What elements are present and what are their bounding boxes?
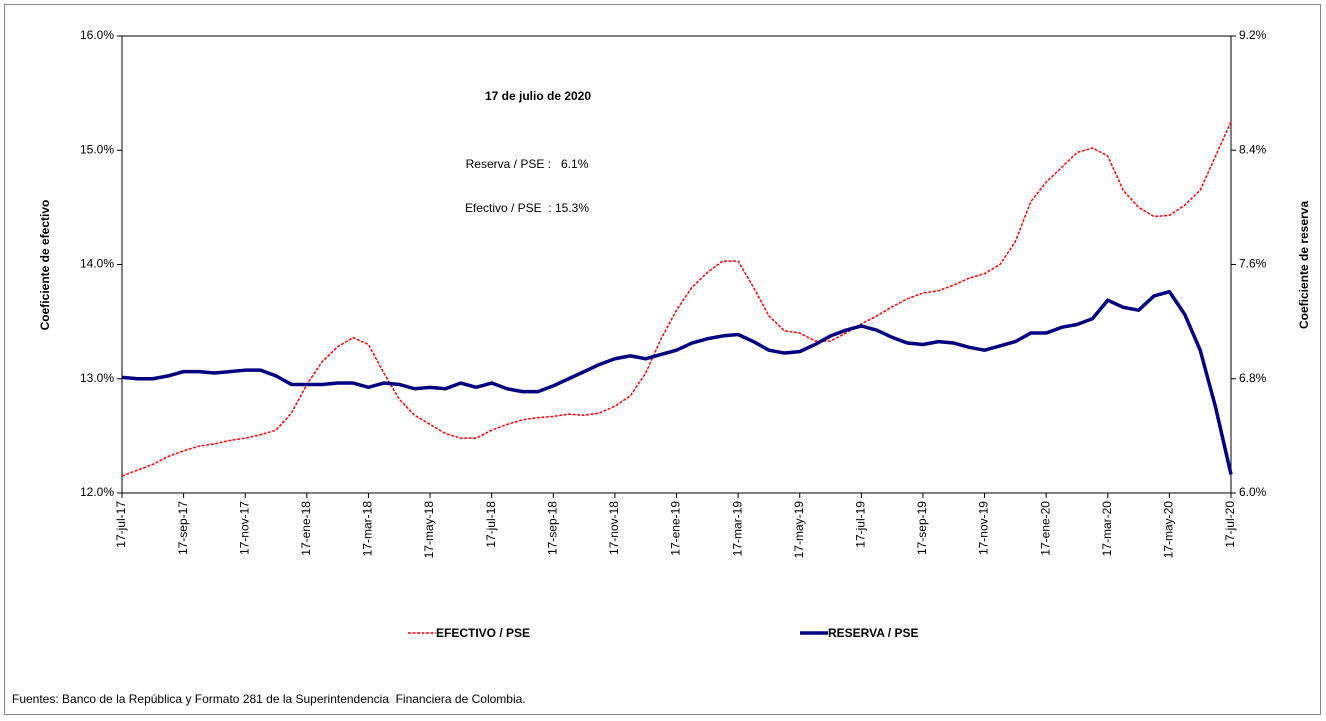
y2-tick-label: 6.8% bbox=[1239, 371, 1267, 385]
x-tick-label: 17-may-19 bbox=[792, 501, 806, 559]
x-tick-label: 17-jul-20 bbox=[1223, 501, 1237, 548]
legend-label: RESERVA / PSE bbox=[828, 626, 918, 640]
y2-tick-label: 6.0% bbox=[1239, 485, 1267, 499]
chart-border bbox=[4, 4, 1321, 715]
y-tick-label: 13.0% bbox=[80, 371, 114, 385]
y-tick-label: 12.0% bbox=[80, 485, 114, 499]
series-line bbox=[121, 289, 1233, 475]
y2-tick-label: 8.4% bbox=[1239, 142, 1267, 156]
annotation: Efectivo / PSE : 15.3% bbox=[465, 201, 589, 215]
source-note: Fuentes: Banco de la República y Formato… bbox=[12, 692, 526, 706]
x-tick-label: 17-mar-18 bbox=[361, 501, 375, 557]
y-tick-label: 16.0% bbox=[80, 28, 114, 42]
y-axis-label: Coeficiente de efectivo bbox=[38, 200, 52, 331]
x-tick-label: 17-nov-18 bbox=[607, 501, 621, 555]
x-tick-label: 17-mar-20 bbox=[1100, 501, 1114, 557]
y-tick-label: 15.0% bbox=[80, 142, 114, 156]
x-tick-label: 17-sep-19 bbox=[915, 501, 929, 555]
x-tick-label: 17-nov-17 bbox=[237, 501, 251, 555]
x-tick-label: 17-ene-19 bbox=[669, 501, 683, 556]
plot-area bbox=[121, 35, 1232, 494]
series-line bbox=[121, 121, 1232, 477]
x-tick-label: 17-jul-18 bbox=[484, 501, 498, 548]
annotation: 17 de julio de 2020 bbox=[485, 89, 591, 103]
x-tick-label: 17-may-18 bbox=[422, 501, 436, 559]
x-tick-label: 17-may-20 bbox=[1162, 501, 1176, 559]
y2-tick-label: 9.2% bbox=[1239, 28, 1267, 42]
legend-label: EFECTIVO / PSE bbox=[436, 626, 530, 640]
x-tick-label: 17-ene-18 bbox=[299, 501, 313, 556]
y2-axis-label: Coeficiente de reserva bbox=[1297, 201, 1311, 329]
x-tick-label: 17-nov-19 bbox=[977, 501, 991, 555]
x-tick-label: 17-mar-19 bbox=[730, 501, 744, 557]
x-tick-label: 17-ene-20 bbox=[1038, 501, 1052, 556]
x-tick-label: 17-sep-17 bbox=[176, 501, 190, 555]
y2-tick-label: 7.6% bbox=[1239, 257, 1267, 271]
x-tick-label: 17-sep-18 bbox=[545, 501, 559, 555]
y-tick-label: 14.0% bbox=[80, 257, 114, 271]
annotation: Reserva / PSE : 6.1% bbox=[466, 157, 589, 171]
x-tick-label: 17-jul-17 bbox=[114, 501, 128, 548]
x-tick-label: 17-jul-19 bbox=[854, 501, 868, 548]
